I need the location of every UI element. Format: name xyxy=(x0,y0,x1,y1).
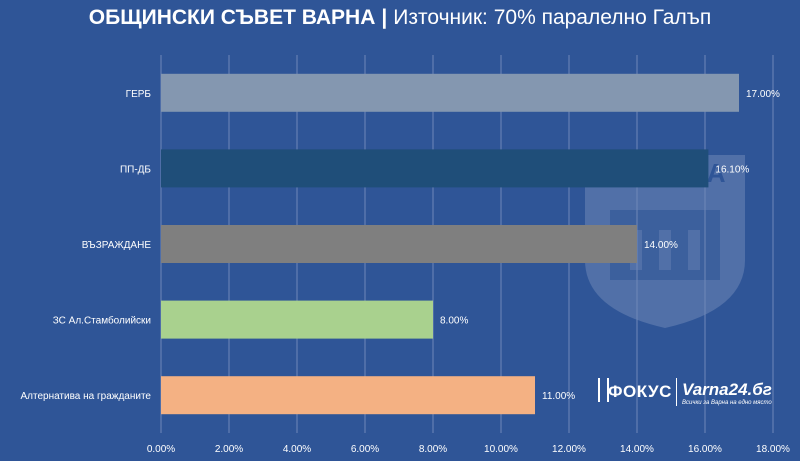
value-label: 16.10% xyxy=(715,164,749,175)
category-label: ВЪЗРАЖДАНЕ xyxy=(82,240,152,251)
category-label: Алтернатива на гражданите xyxy=(20,391,151,402)
chart-title: ОБЩИНСКИ СЪВЕТ ВАРНА | Източник: 70% парал… xyxy=(0,6,800,30)
title-separator: | xyxy=(381,6,388,29)
category-label: ПП-ДБ xyxy=(120,164,151,175)
publisher-logos: ФОКУС Varna24.бг Всички за Варна на едно… xyxy=(598,374,798,414)
value-label: 11.00% xyxy=(542,391,575,402)
x-tick-label: 10.00% xyxy=(484,444,518,455)
x-tick-label: 4.00% xyxy=(283,444,311,455)
bar xyxy=(161,225,637,263)
value-label: 8.00% xyxy=(440,316,468,327)
x-tick-label: 6.00% xyxy=(351,444,379,455)
x-tick-label: 18.00% xyxy=(756,444,790,455)
value-label: 14.00% xyxy=(644,240,678,251)
x-tick-label: 2.00% xyxy=(215,444,243,455)
logo-divider xyxy=(676,378,677,406)
category-label: ЗС Ал.Стамболийски xyxy=(53,315,151,327)
fokus-logo-mark xyxy=(598,378,609,402)
value-label: 17.00% xyxy=(746,89,780,100)
x-tick-label: 8.00% xyxy=(419,444,447,455)
x-tick-label: 14.00% xyxy=(620,444,654,455)
bar xyxy=(161,376,535,415)
category-label: ГЕРБ xyxy=(126,89,152,100)
bar xyxy=(161,300,433,339)
x-tick-label: 12.00% xyxy=(552,444,586,455)
varna24-tagline: Всички за Варна на едно място xyxy=(682,400,772,406)
bar xyxy=(161,149,709,188)
x-tick-label: 0.00% xyxy=(147,444,175,455)
x-tick-label: 16.00% xyxy=(688,444,722,455)
fokus-logo: ФОКУС xyxy=(608,382,672,401)
title-main: ОБЩИНСКИ СЪВЕТ ВАРНА xyxy=(88,6,376,29)
bar xyxy=(161,73,739,112)
title-source: Източник: 70% паралелно Галъп xyxy=(393,6,712,29)
varna24-logo: Varna24.бг xyxy=(682,380,772,399)
